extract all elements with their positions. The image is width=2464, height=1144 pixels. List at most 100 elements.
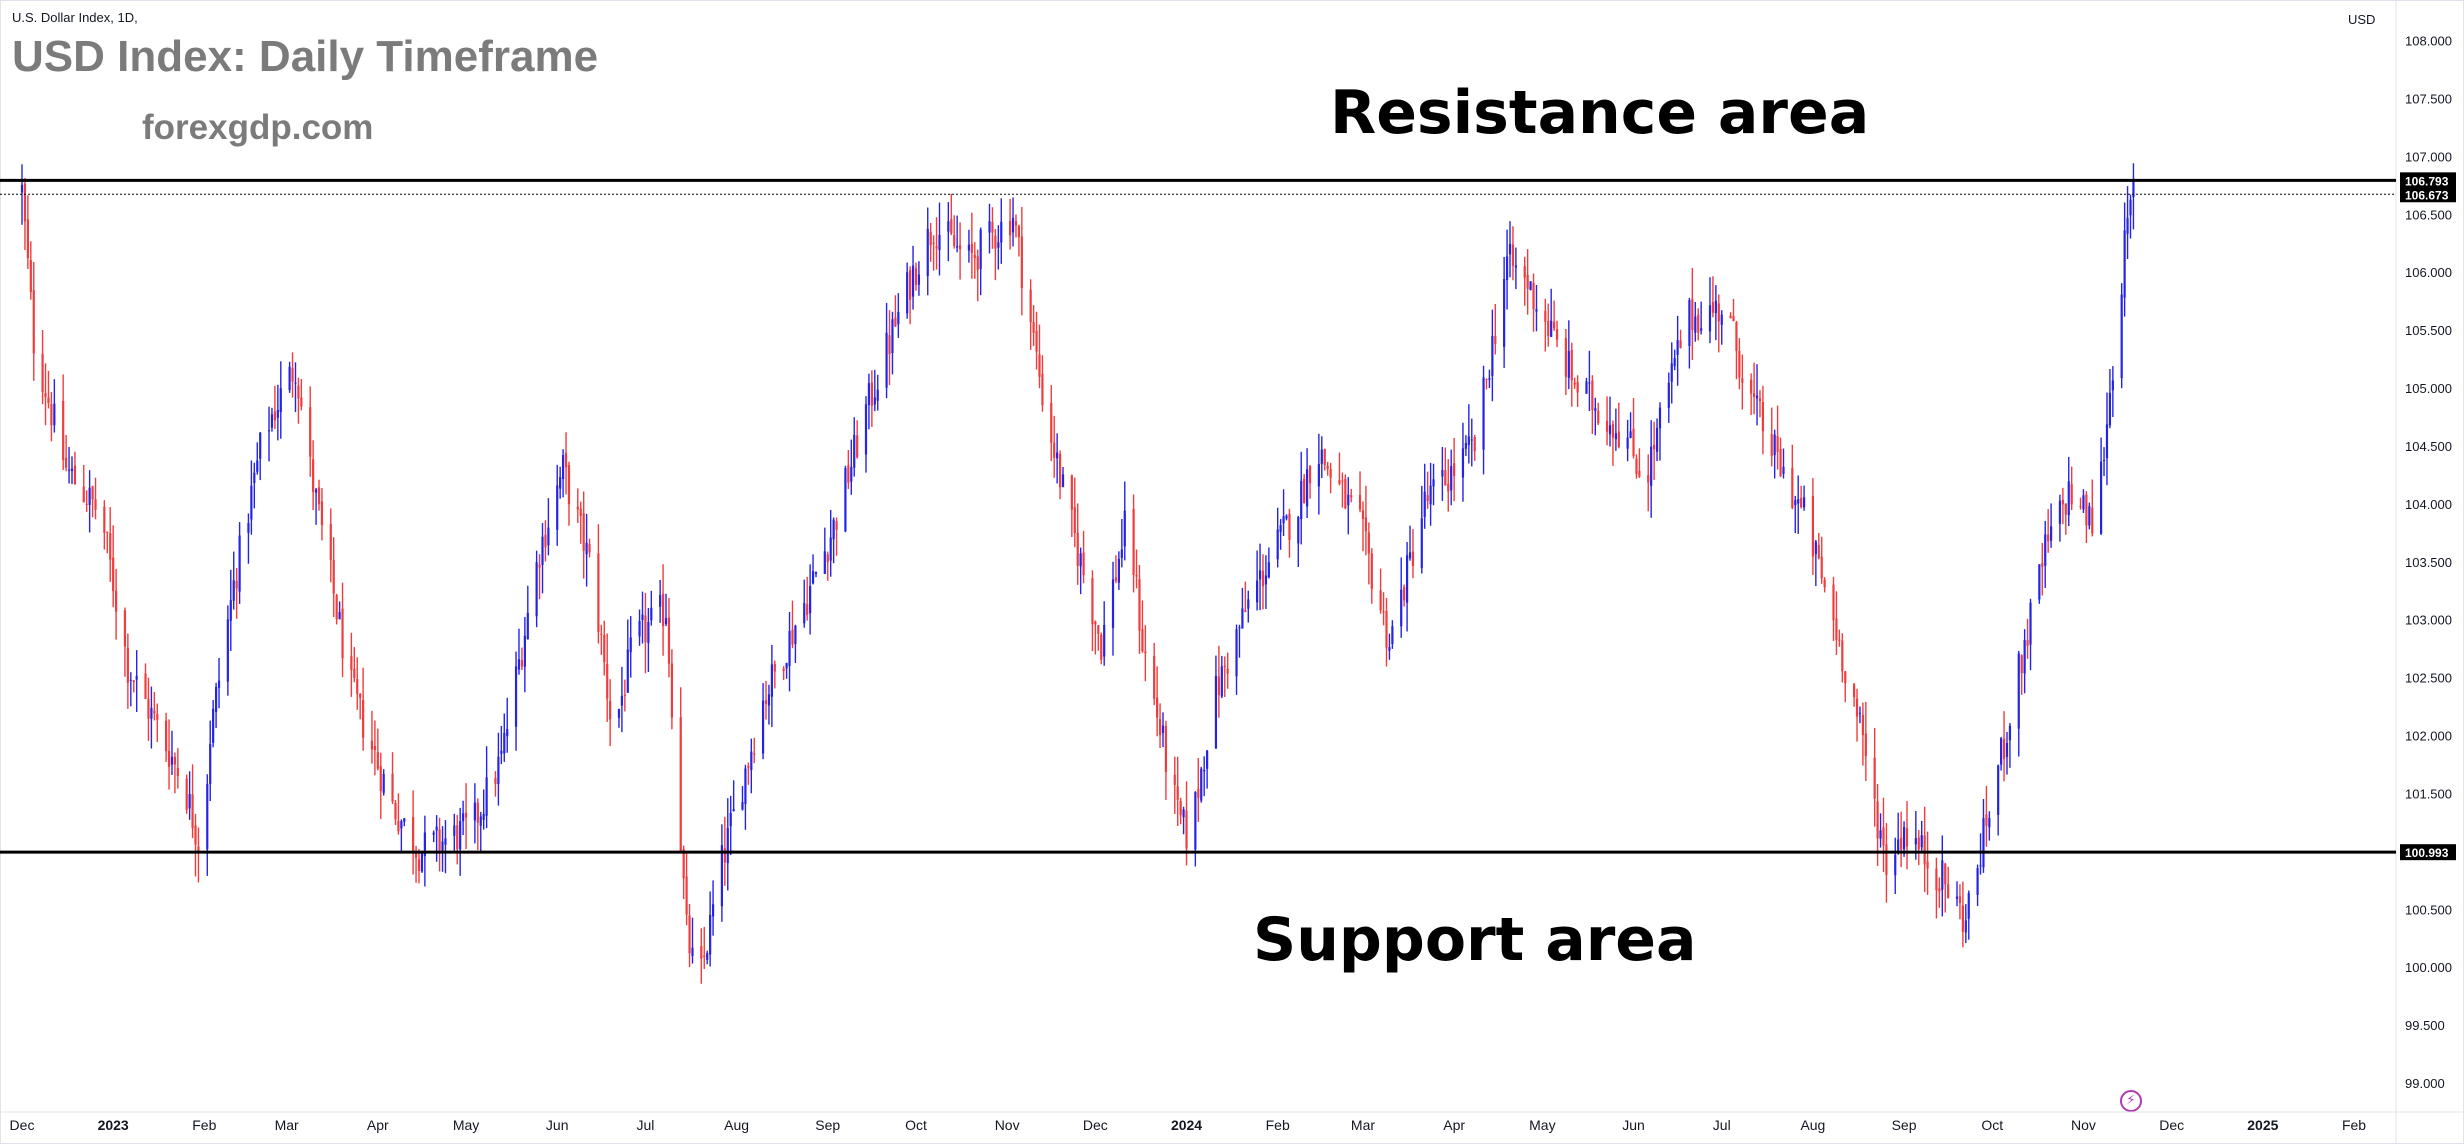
candle-body <box>1885 844 1888 875</box>
candle-body <box>270 414 274 428</box>
candle-body <box>1505 256 1509 281</box>
candle-body <box>623 694 626 696</box>
candle-body <box>1858 712 1862 714</box>
candle-body <box>147 698 150 719</box>
candle-body <box>1573 382 1576 385</box>
candle-body <box>1011 217 1015 233</box>
candle-body <box>1441 470 1444 477</box>
candle-body <box>517 659 521 670</box>
candle-body <box>70 468 74 472</box>
candle-body <box>1547 320 1550 337</box>
candle-body <box>994 235 997 249</box>
candle-body <box>1617 431 1620 448</box>
candle-body <box>1773 434 1776 456</box>
candle-body <box>826 554 829 563</box>
candle-body <box>1350 495 1353 498</box>
candle-body <box>214 686 218 713</box>
candle-body <box>1288 513 1291 541</box>
candle-body <box>112 557 115 592</box>
candle-body <box>885 332 888 388</box>
candle-body <box>441 841 444 851</box>
candle-body <box>1267 562 1270 578</box>
candle-body <box>1570 349 1573 381</box>
candle-body <box>773 663 776 672</box>
candle-body <box>1000 221 1003 243</box>
candle-body <box>1420 518 1423 569</box>
candle-body <box>561 455 565 479</box>
candle-body <box>1770 434 1773 456</box>
candle-body <box>370 740 374 750</box>
candle-body <box>414 853 418 858</box>
candle-body <box>600 633 603 635</box>
x-tick-label: Feb <box>192 1117 216 1133</box>
y-tick-label: 99.000 <box>2405 1076 2445 1091</box>
candle-body <box>2041 562 2044 567</box>
candle-body <box>353 668 356 678</box>
candle-body <box>1388 647 1391 651</box>
candle-body <box>814 571 818 574</box>
candle-body <box>217 680 221 688</box>
candle-body <box>26 219 29 259</box>
candle-body <box>1097 625 1100 634</box>
candle-body <box>1317 464 1320 487</box>
candle-body <box>829 537 832 561</box>
candle-body <box>1935 868 1938 891</box>
candle-body <box>988 221 991 233</box>
candle-body <box>867 383 871 406</box>
candle-body <box>2105 424 2109 459</box>
candle-body <box>1164 725 1168 772</box>
candle-body <box>541 536 544 565</box>
candle-body <box>2058 500 2062 524</box>
candle-body <box>1688 299 1691 346</box>
candle-body <box>44 393 47 397</box>
candle-body <box>1494 335 1497 344</box>
candle-body <box>459 820 462 850</box>
candle-body <box>379 766 382 792</box>
candle-body <box>1153 656 1156 699</box>
candle-body <box>664 618 668 625</box>
candle-body <box>670 663 674 718</box>
candle-body <box>1650 446 1653 486</box>
horizontal-levels <box>0 178 2396 854</box>
candle-body <box>479 816 482 826</box>
candle-body <box>803 603 806 624</box>
candle-body <box>1697 314 1700 333</box>
candle-body <box>1411 551 1415 566</box>
candle-body <box>423 832 426 857</box>
candle-body <box>1161 725 1165 734</box>
candle-body <box>47 397 50 403</box>
candle-body <box>144 673 147 699</box>
lightning-icon[interactable]: ⚡ <box>2120 1090 2142 1112</box>
candle-body <box>1470 439 1473 441</box>
candle-body <box>1241 608 1244 629</box>
candle-body <box>2026 640 2029 647</box>
candle-body <box>109 533 112 560</box>
candle-body <box>1038 354 1041 377</box>
time-axis[interactable]: Dec 2023 Feb Mar Apr May Jun Jul Aug Sep Oct Nov Dec… <box>10 1117 2367 1133</box>
candle-body <box>1123 510 1126 547</box>
x-tick-label: Jul <box>636 1117 654 1133</box>
x-tick-label: Dec <box>2159 1117 2184 1133</box>
candle-body <box>917 274 921 285</box>
candle-body <box>514 666 518 727</box>
x-tick-label: Apr <box>1443 1117 1465 1133</box>
candle-body <box>50 404 53 426</box>
candle-body <box>1864 733 1867 757</box>
candle-body <box>1370 553 1373 589</box>
price-axis[interactable]: 99.00099.500100.000100.500101.000101.500… <box>2400 34 2456 1092</box>
candle-body <box>1094 621 1097 625</box>
candle-body <box>1400 589 1403 627</box>
candle-body <box>2120 294 2123 379</box>
candle-body <box>876 389 879 401</box>
y-tick-label: 104.000 <box>2405 497 2452 512</box>
candle-body <box>1247 599 1250 609</box>
candle-body <box>720 844 723 907</box>
candle-body <box>1114 577 1118 581</box>
candle-body <box>1758 398 1762 402</box>
candle-body <box>164 720 168 752</box>
candle-body <box>1041 373 1044 406</box>
candle-body <box>444 838 447 845</box>
candle-body <box>641 614 644 621</box>
candle-body <box>544 534 547 548</box>
